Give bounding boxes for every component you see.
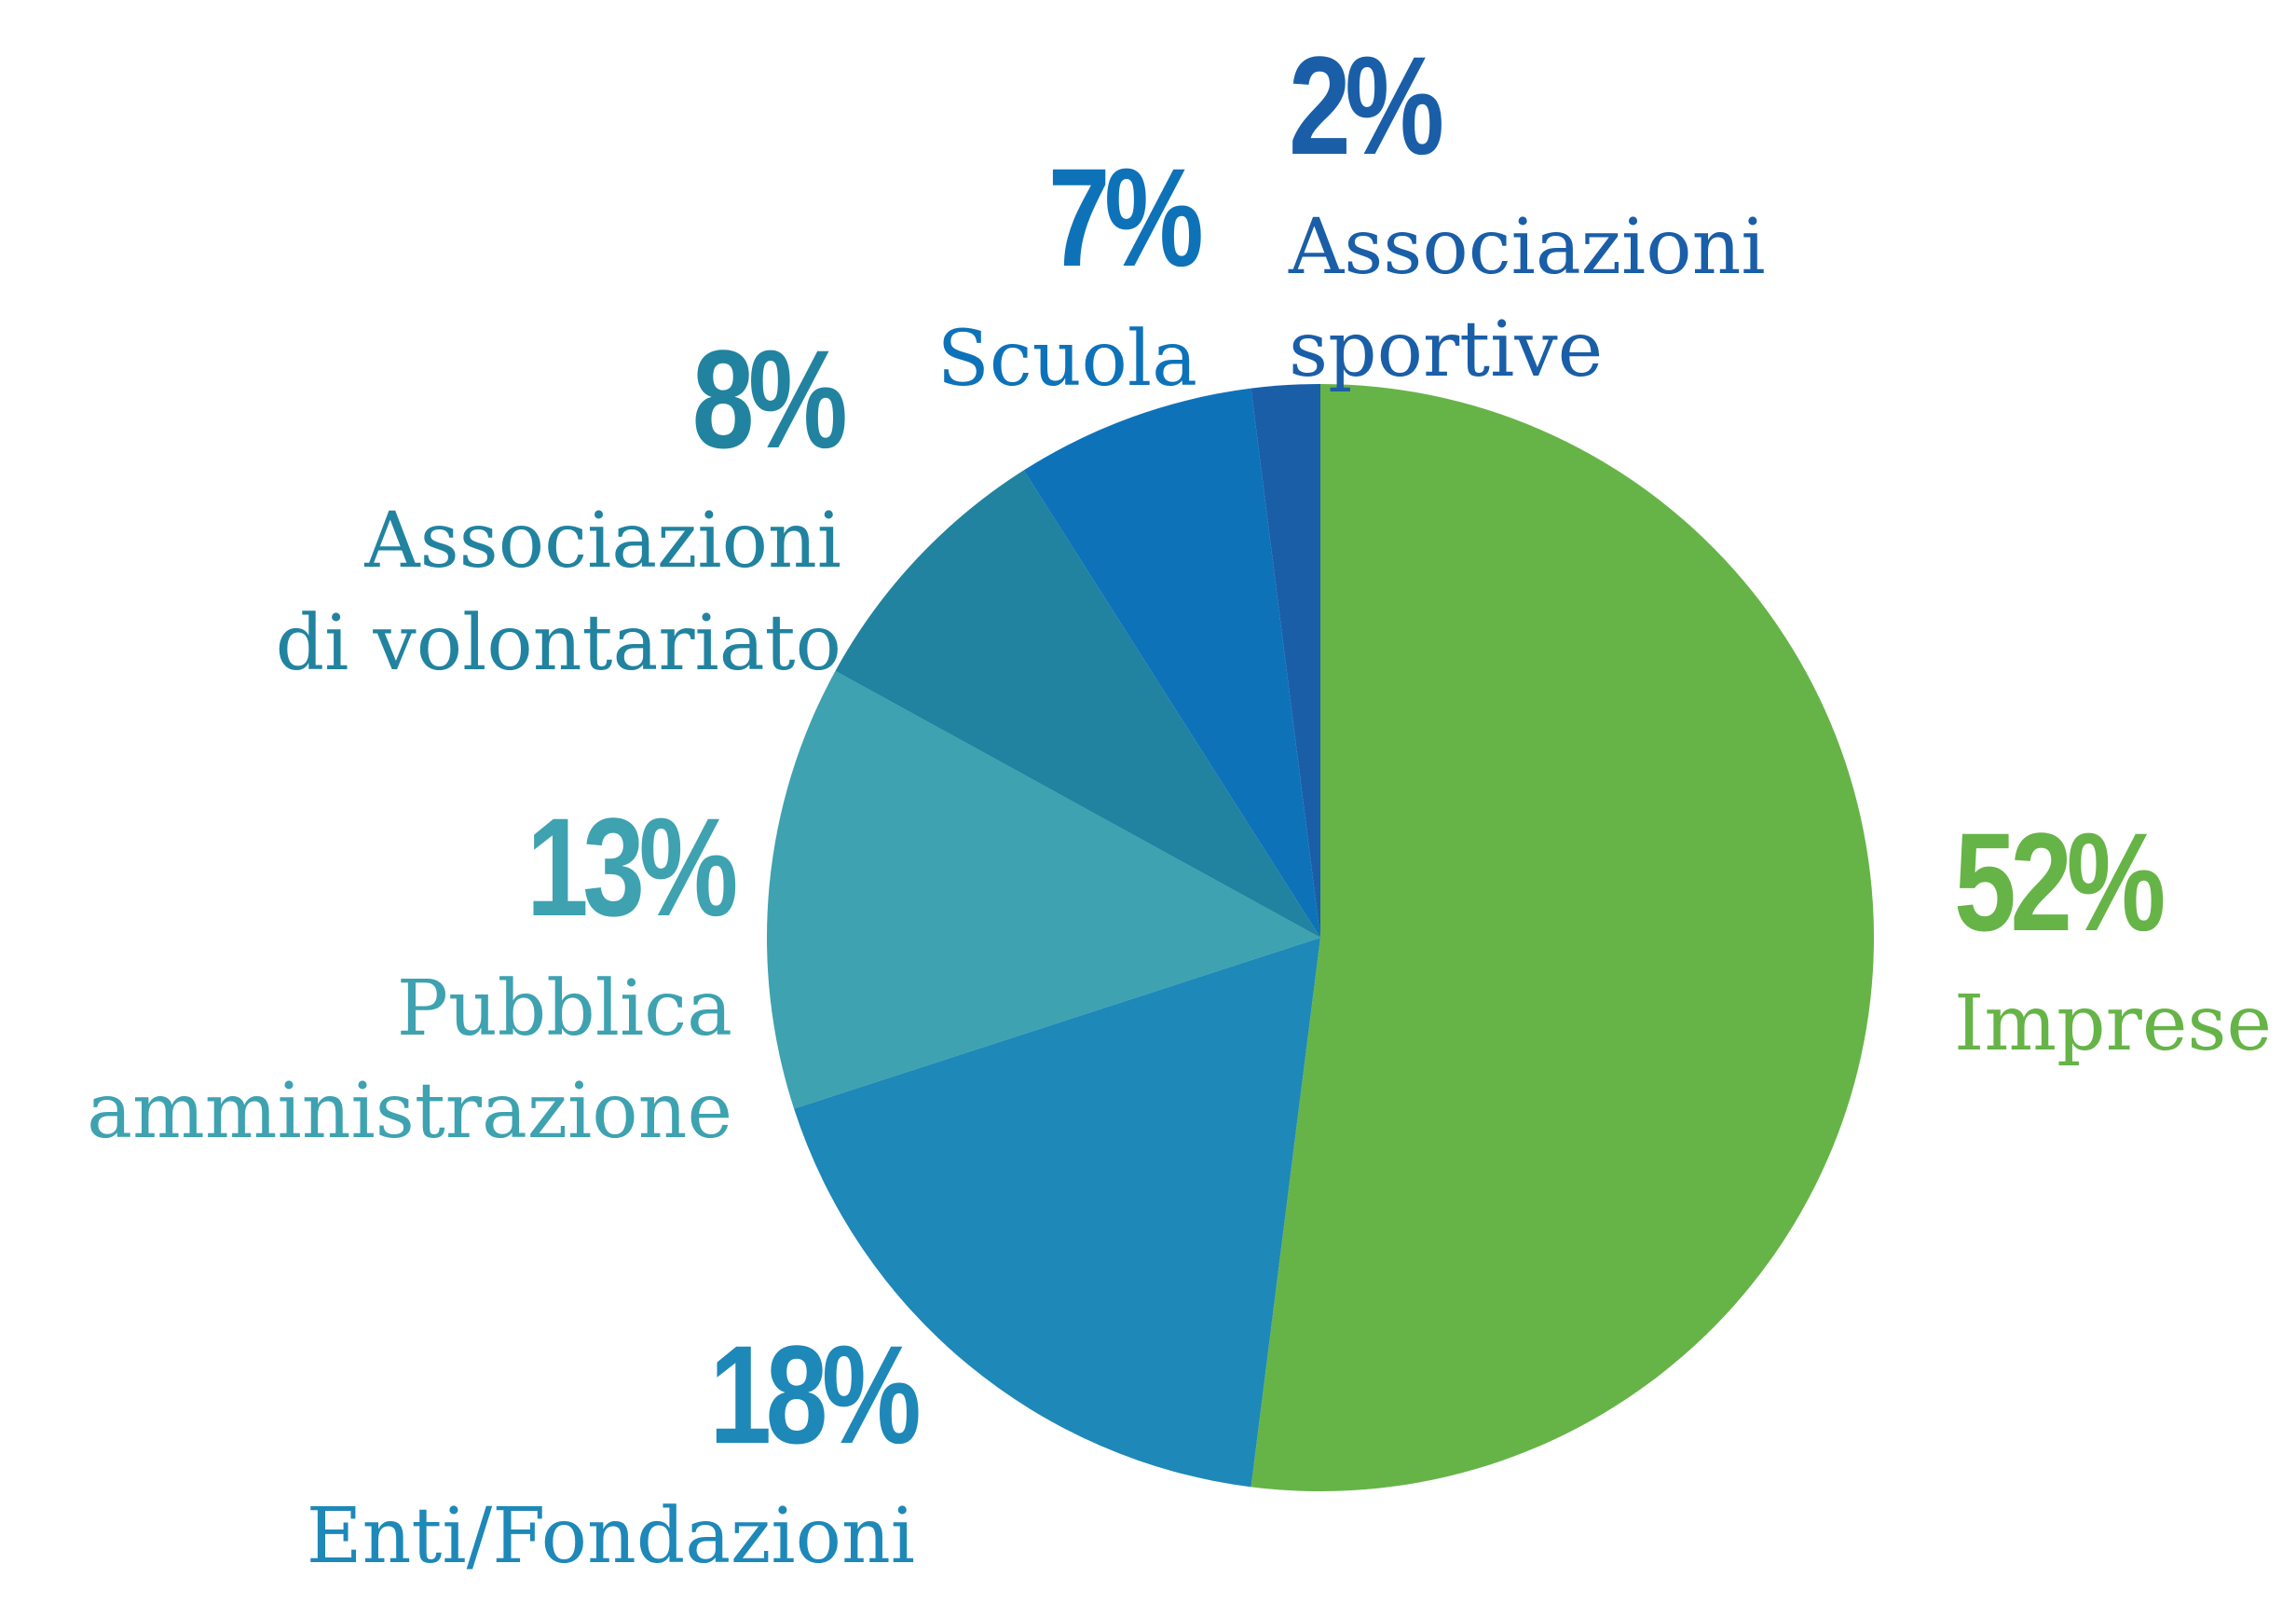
value-label: 7%	[1047, 139, 1203, 295]
label: 2% Associazioni sportive	[1289, 14, 1766, 418]
pie-slice	[794, 938, 1320, 1488]
label: 13% Pubblica amministrazione	[87, 775, 738, 1180]
label: 52% Imprese	[1954, 790, 2272, 1092]
category-label: Scuola	[936, 315, 1197, 404]
value-label: 2%	[1289, 27, 1444, 184]
pie-slice	[766, 670, 1320, 1109]
pie-slice	[835, 470, 1320, 938]
chart	[766, 384, 1874, 1491]
page: 52% Imprese 18% Enti/Fondazioni 13% Pubb…	[87, 14, 2272, 1581]
category-label: Associazioni sportive	[1289, 203, 1766, 394]
label: 8% Associazioni di volontariato	[275, 308, 848, 712]
category-label: Associazioni di volontariato	[275, 497, 841, 688]
value-label: 18%	[709, 1316, 921, 1473]
category-label: Imprese	[1954, 980, 2272, 1068]
label: 18% Enti/Fondazioni	[306, 1303, 922, 1605]
category-label: Pubblica amministrazione	[87, 965, 732, 1156]
value-label: 52%	[1954, 803, 2166, 960]
pie-slice	[1023, 388, 1320, 939]
pie-slice	[1250, 384, 1874, 1491]
category-label: Enti/Fondazioni	[306, 1492, 915, 1581]
pie-slice	[1250, 384, 1320, 938]
label: 7% Scuola	[936, 126, 1204, 428]
value-label: 8%	[691, 321, 847, 477]
value-label: 13%	[526, 789, 738, 945]
